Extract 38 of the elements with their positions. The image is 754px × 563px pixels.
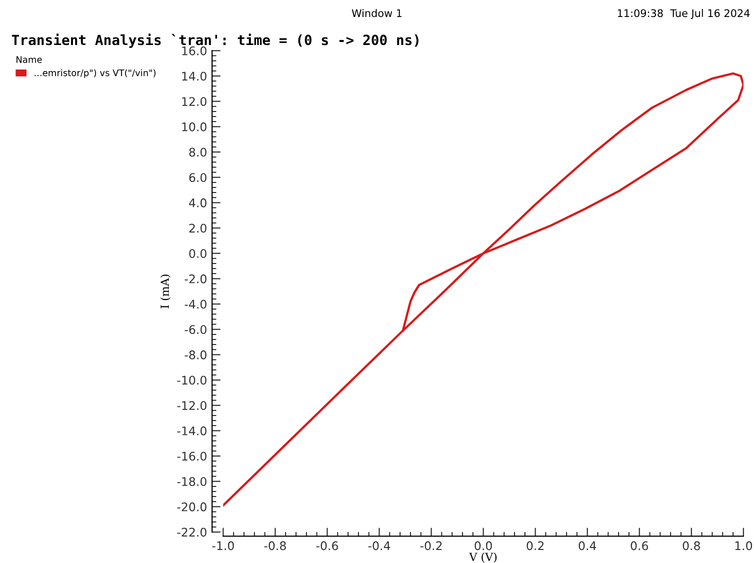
x-tick-label: -0.6 — [316, 541, 338, 550]
y-tick-label: -16.0 — [177, 452, 206, 461]
x-tick-label: 0.0 — [474, 541, 492, 550]
y-tick-label: -12.0 — [177, 401, 206, 410]
x-tick-label: 0.8 — [682, 541, 700, 550]
y-tick-label: -6.0 — [184, 325, 206, 334]
x-tick-label: 0.4 — [578, 541, 596, 550]
y-tick-label: -10.0 — [177, 376, 206, 385]
x-tick-label: -0.4 — [368, 541, 390, 550]
y-tick-label: -22.0 — [177, 528, 206, 537]
y-tick-label: -2.0 — [184, 274, 206, 284]
y-tick-label: -14.0 — [177, 426, 206, 436]
y-tick-label: 0.0 — [189, 249, 206, 258]
y-tick-label: 6.0 — [189, 173, 206, 182]
y-axis-title: I (mA) — [160, 274, 171, 308]
y-tick-label: 12.0 — [182, 97, 206, 106]
x-tick-label: 0.2 — [526, 541, 544, 550]
x-tick-label: -0.2 — [420, 541, 442, 550]
text: 11:09:38 Tue Jul 16 2024 — [618, 9, 750, 20]
chart-title: Transient Analysis `tran': time = (0 s -> 200 ns) — [12, 34, 418, 48]
y-tick-label: 16.0 — [182, 46, 206, 56]
y-tick-label: 4.0 — [189, 198, 206, 208]
text: Window 1 — [352, 9, 402, 18]
x-tick-label: -0.8 — [264, 541, 286, 550]
y-tick-label: 14.0 — [182, 72, 206, 81]
x-tick-label: 1.0 — [735, 541, 752, 550]
y-tick-label: -18.0 — [177, 477, 206, 486]
x-tick-label: -1.0 — [212, 541, 234, 550]
y-tick-label: 2.0 — [189, 224, 206, 233]
y-tick-label: 8.0 — [189, 148, 206, 157]
y-tick-label: -20.0 — [177, 502, 206, 512]
y-tick-label: -8.0 — [184, 350, 206, 360]
x-tick-label: 0.6 — [630, 541, 648, 550]
legend-title: Name — [16, 56, 42, 63]
y-tick-label: 10.0 — [182, 122, 206, 132]
x-axis-title: V (V) — [469, 552, 497, 563]
legend-label: ...emristor/p") vs VT("/vin") — [34, 69, 156, 78]
y-tick-label: -4.0 — [184, 300, 206, 309]
